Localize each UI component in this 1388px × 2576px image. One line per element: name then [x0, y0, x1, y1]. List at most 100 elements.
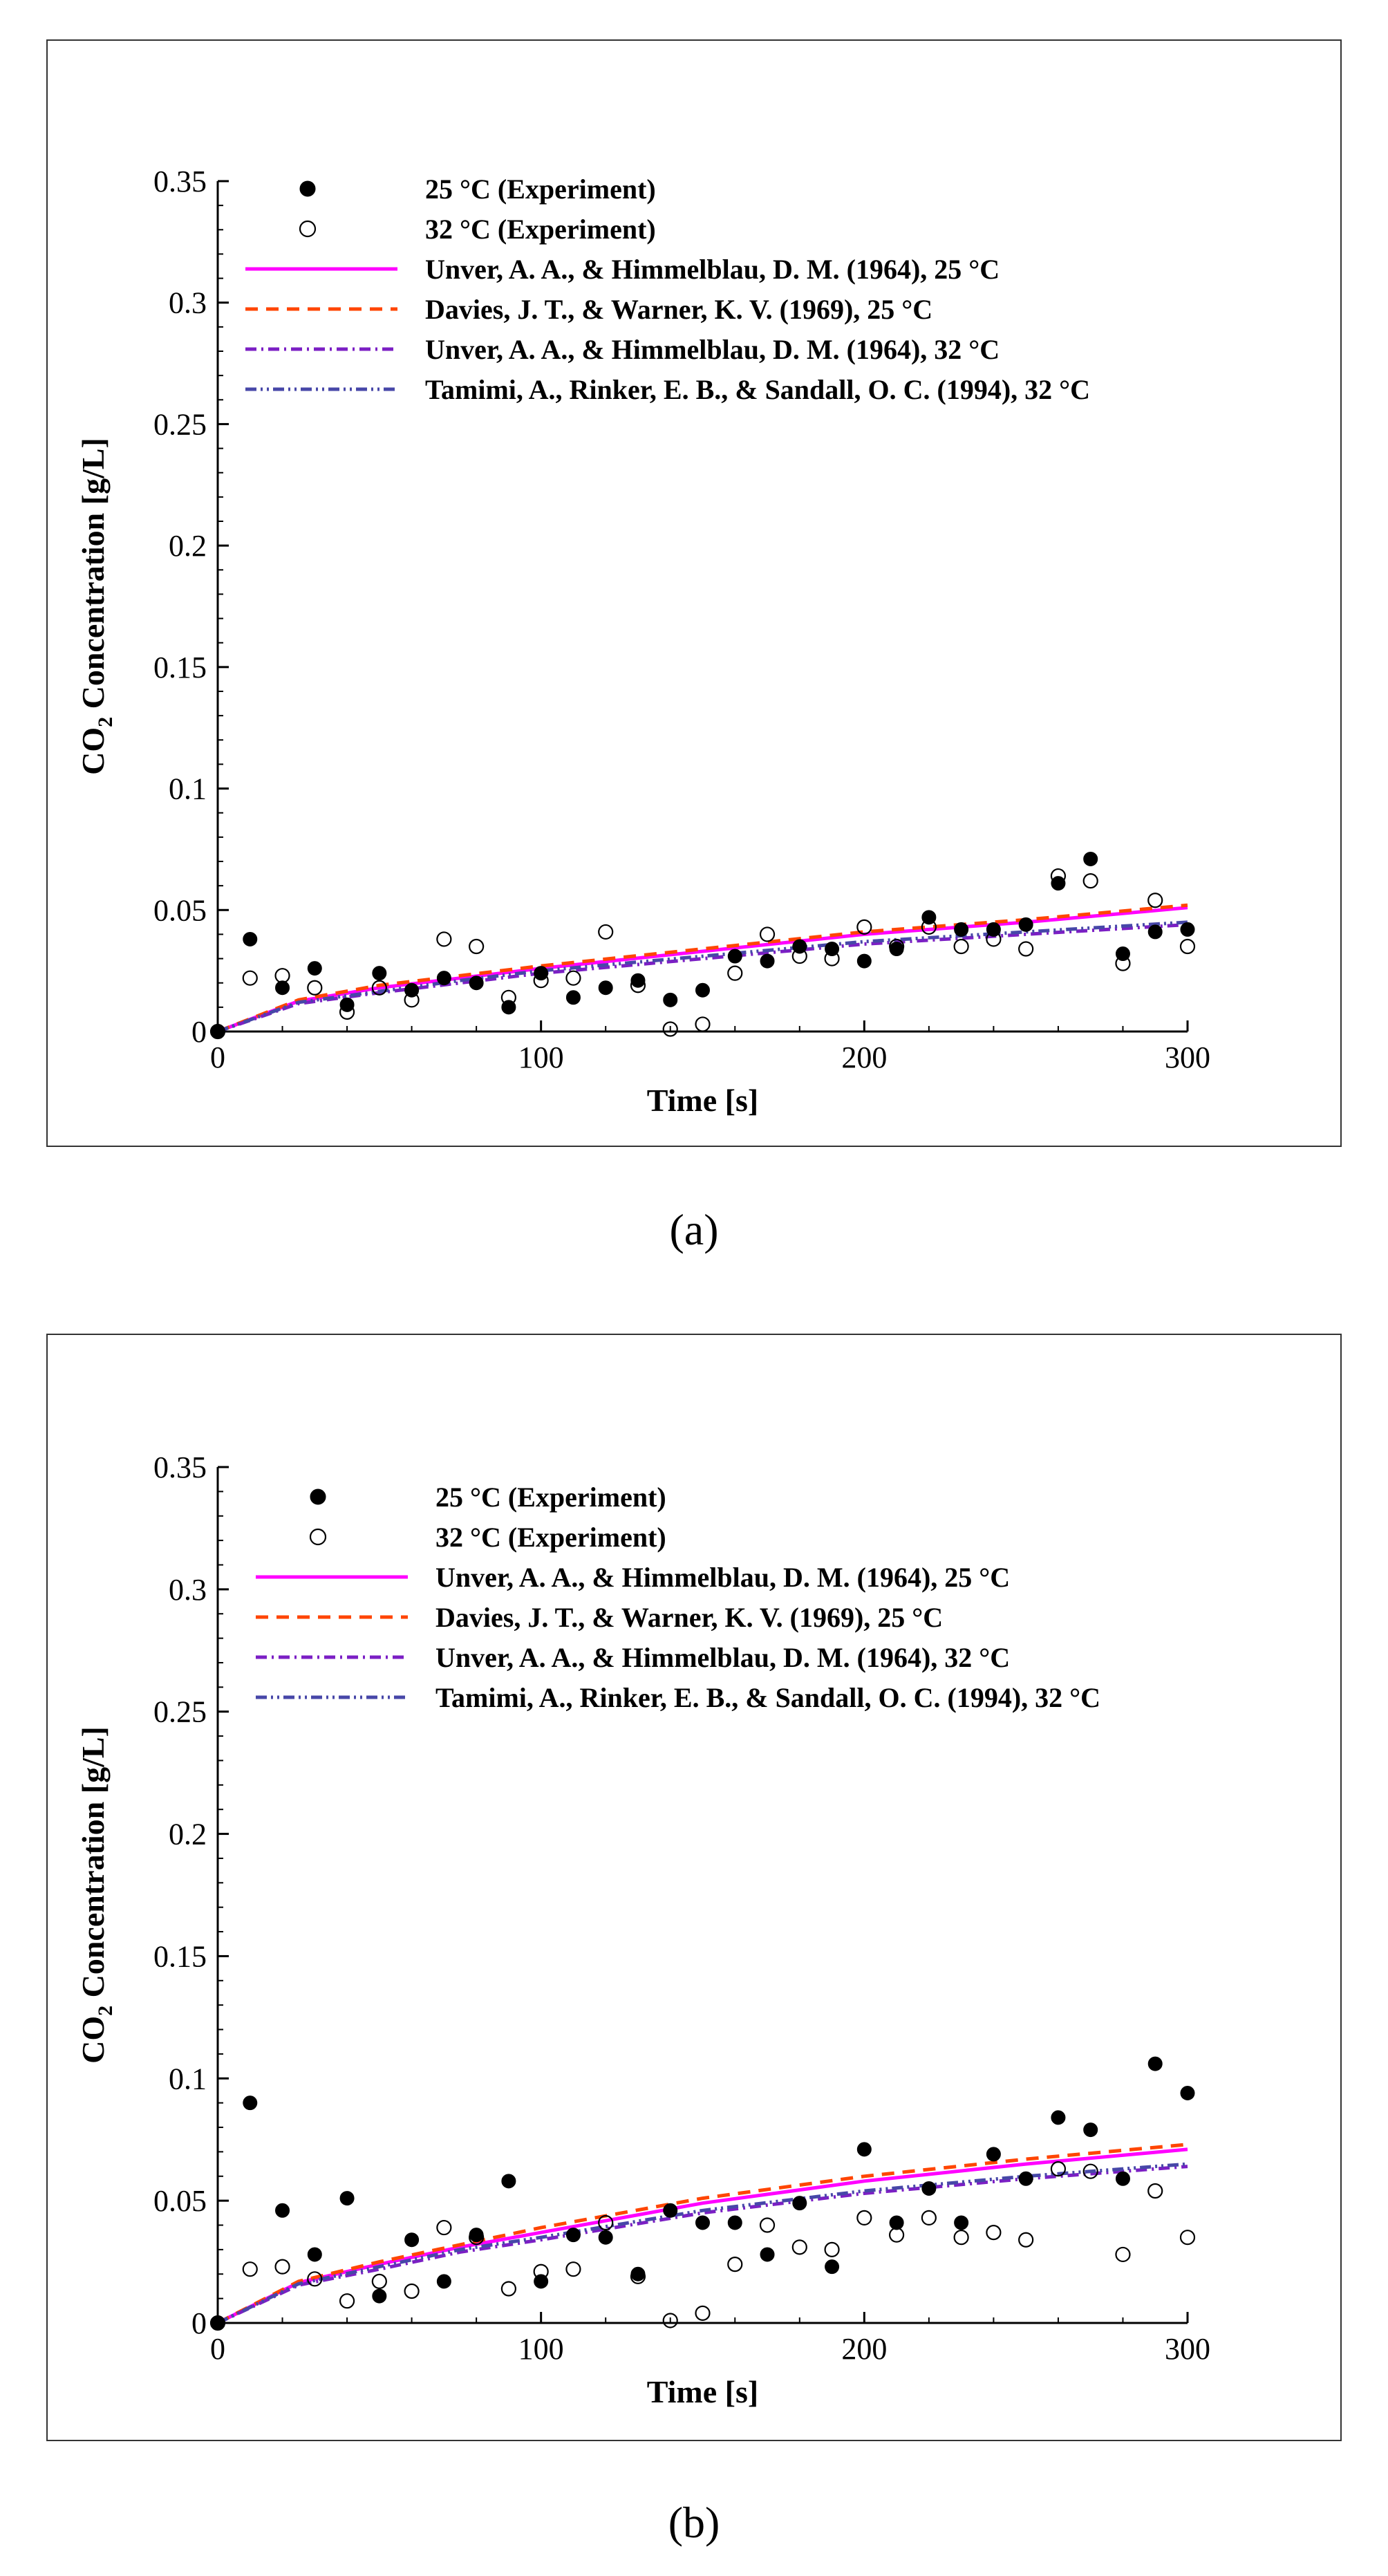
y-axis-title: CO2 Concentration [g/L]	[75, 438, 117, 775]
data-point-25c	[760, 953, 775, 969]
y-tick-label: 0.05	[153, 2184, 207, 2218]
series-line-4	[216, 2162, 1188, 2325]
data-point-25c	[1083, 851, 1098, 866]
x-tick-label: 100	[518, 2332, 564, 2366]
data-point-25c	[695, 2215, 710, 2230]
legend-label: 25 °C (Experiment)	[435, 1482, 666, 1513]
x-axis-title: Time [s]	[647, 2374, 758, 2409]
x-tick-label: 0	[210, 2332, 225, 2366]
y-tick-label: 0.05	[153, 893, 207, 927]
y-tick-label: 0.3	[169, 286, 207, 320]
x-tick-label: 200	[841, 2332, 887, 2366]
y-tick-label: 0.1	[169, 2062, 207, 2096]
panel-a: 0 100 200 300 0 0.05 0.1 0.15 0.2 0.25 0.3 0.35 Time…	[46, 39, 1342, 1254]
y-tick-label: 0.2	[169, 529, 207, 563]
data-point-25c	[469, 976, 484, 991]
x-tick-label: 300	[1165, 2332, 1210, 2366]
data-point-32c	[500, 2281, 517, 2297]
data-point-32c	[598, 924, 614, 940]
data-point-25c	[565, 2228, 581, 2243]
data-point-32c	[791, 2239, 807, 2255]
data-point-25c	[598, 2230, 613, 2245]
data-point-32c	[1147, 2183, 1163, 2199]
data-point-25c	[565, 990, 581, 1005]
data-point-32c	[274, 2259, 290, 2275]
data-point-32c	[533, 973, 549, 989]
data-point-32c	[759, 2217, 776, 2233]
data-point-32c	[436, 2219, 452, 2236]
data-point-25c	[856, 2142, 872, 2157]
data-point-32c	[339, 1004, 355, 1020]
data-point-32c	[856, 919, 872, 935]
data-point-32c	[986, 931, 1002, 947]
panel-a-frame	[46, 39, 1342, 1147]
data-point-32c	[1082, 2163, 1098, 2179]
data-point-25c	[436, 971, 451, 986]
data-point-25c	[243, 2096, 258, 2111]
legend-label: Tamimi, A., Rinker, E. B., & Sandall, O.…	[425, 374, 1090, 405]
legend-label: Davies, J. T., & Warner, K. V. (1969), 2…	[435, 1602, 943, 1633]
y-tick-label: 0	[191, 2306, 207, 2340]
data-point-32c	[630, 2268, 646, 2284]
data-point-25c	[954, 922, 969, 937]
data-point-32c	[339, 2293, 355, 2309]
data-point-25c	[825, 2259, 840, 2275]
data-point-32c	[986, 2225, 1002, 2241]
panel-b: 0 100 200 300 0 0.05 0.1 0.15 0.2 0.25 0.3 0.35 Time…	[46, 1334, 1342, 2547]
y-tick-label: 0.3	[169, 1573, 207, 1607]
data-point-32c	[307, 2271, 323, 2287]
x-tick-label: 300	[1165, 1040, 1210, 1074]
data-point-32c	[662, 2313, 678, 2328]
legend-label: 25 °C (Experiment)	[425, 174, 656, 205]
data-point-32c	[404, 992, 420, 1008]
data-point-32c	[824, 2241, 840, 2257]
data-point-32c	[1115, 2246, 1131, 2263]
data-point-32c	[371, 980, 387, 996]
data-point-25c	[372, 966, 387, 981]
data-point-32c	[1115, 955, 1131, 971]
x-tick-label: 100	[518, 1040, 564, 1074]
data-point-25c	[1147, 924, 1163, 940]
data-point-25c	[986, 2147, 1001, 2162]
y-tick-label: 0.15	[153, 651, 207, 684]
data-point-32c	[630, 978, 646, 993]
y-tick-label: 0.25	[153, 1695, 207, 1729]
data-point-32c	[921, 2210, 937, 2226]
data-point-32c	[469, 2230, 485, 2246]
data-point-32c	[921, 919, 937, 935]
legend-marker	[310, 1488, 326, 1505]
data-point-32c	[888, 938, 905, 955]
data-point-25c	[760, 2247, 775, 2262]
data-point-25c	[1180, 2086, 1195, 2101]
legend-label: Unver, A. A., & Himmelblau, D. M. (1964)…	[435, 1562, 1010, 1593]
data-point-32c	[500, 989, 517, 1005]
data-point-32c	[791, 948, 807, 964]
y-tick-label: 0.1	[169, 772, 207, 806]
y-tick-label: 0.2	[169, 1818, 207, 1851]
data-point-25c	[1083, 2122, 1098, 2138]
data-point-25c	[663, 2203, 678, 2218]
data-point-32c	[469, 938, 485, 955]
data-point-32c	[1050, 2161, 1067, 2177]
data-point-32c	[662, 1021, 678, 1037]
data-point-32c	[1018, 941, 1034, 957]
data-point-32c	[209, 1023, 226, 1040]
data-point-25c	[598, 980, 613, 996]
y-tick-label: 0.25	[153, 407, 207, 441]
panel-a-plot: 0 100 200 300 0 0.05 0.1 0.15 0.2 0.25 0.3 0.35 Time…	[75, 165, 1210, 1118]
data-point-25c	[436, 2274, 451, 2289]
data-point-25c	[727, 949, 742, 964]
data-point-32c	[1179, 938, 1196, 955]
data-point-25c	[856, 953, 872, 969]
data-point-25c	[1180, 922, 1195, 937]
panel-a-caption: (a)	[669, 1205, 718, 1254]
data-point-32c	[727, 2257, 743, 2272]
data-point-32c	[533, 2264, 549, 2279]
data-point-25c	[372, 2288, 387, 2304]
data-point-32c	[695, 1016, 711, 1032]
y-tick-label: 0	[191, 1015, 207, 1049]
data-point-32c	[1082, 873, 1098, 889]
data-point-32c	[1147, 893, 1163, 908]
data-point-32c	[1050, 868, 1067, 884]
